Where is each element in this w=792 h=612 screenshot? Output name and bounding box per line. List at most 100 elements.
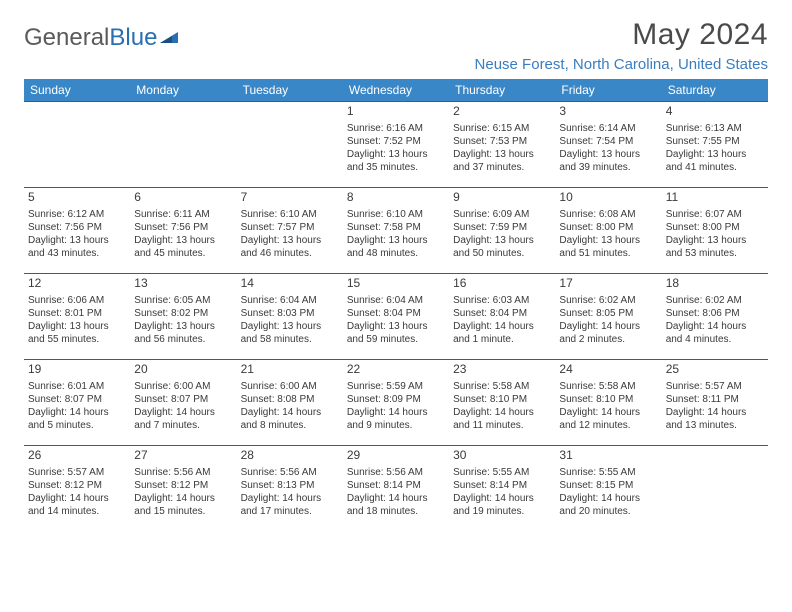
sunrise-line: Sunrise: 5:55 AM bbox=[453, 466, 551, 479]
calendar-cell: 4Sunrise: 6:13 AMSunset: 7:55 PMDaylight… bbox=[662, 102, 768, 188]
daylight-line: and 17 minutes. bbox=[241, 505, 339, 518]
calendar-cell: 13Sunrise: 6:05 AMSunset: 8:02 PMDayligh… bbox=[130, 274, 236, 360]
daylight-line: Daylight: 13 hours bbox=[241, 234, 339, 247]
sunset-line: Sunset: 8:00 PM bbox=[666, 221, 764, 234]
sunset-line: Sunset: 7:55 PM bbox=[666, 135, 764, 148]
sunset-line: Sunset: 8:04 PM bbox=[453, 307, 551, 320]
sunset-line: Sunset: 7:58 PM bbox=[347, 221, 445, 234]
daylight-line: and 43 minutes. bbox=[28, 247, 126, 260]
day-number: 18 bbox=[666, 276, 764, 292]
calendar-cell bbox=[662, 446, 768, 532]
sunrise-line: Sunrise: 6:02 AM bbox=[666, 294, 764, 307]
daylight-line: Daylight: 14 hours bbox=[666, 320, 764, 333]
day-number: 9 bbox=[453, 190, 551, 206]
sunrise-line: Sunrise: 6:01 AM bbox=[28, 380, 126, 393]
calendar-cell: 12Sunrise: 6:06 AMSunset: 8:01 PMDayligh… bbox=[24, 274, 130, 360]
daylight-line: and 56 minutes. bbox=[134, 333, 232, 346]
day-number: 14 bbox=[241, 276, 339, 292]
calendar-cell: 25Sunrise: 5:57 AMSunset: 8:11 PMDayligh… bbox=[662, 360, 768, 446]
sunrise-line: Sunrise: 5:56 AM bbox=[134, 466, 232, 479]
logo-flag-icon bbox=[160, 24, 182, 52]
sunset-line: Sunset: 8:07 PM bbox=[28, 393, 126, 406]
daylight-line: and 12 minutes. bbox=[559, 419, 657, 432]
sunset-line: Sunset: 7:54 PM bbox=[559, 135, 657, 148]
calendar-cell bbox=[130, 102, 236, 188]
day-number: 24 bbox=[559, 362, 657, 378]
calendar-cell: 11 Sunrise: 6:07 AMSunset: 8:00 PMDayligh… bbox=[662, 188, 768, 274]
col-thu: Thursday bbox=[449, 79, 555, 102]
calendar-cell: 1Sunrise: 6:16 AMSunset: 7:52 PMDaylight… bbox=[343, 102, 449, 188]
daylight-line: and 20 minutes. bbox=[559, 505, 657, 518]
day-number: 6 bbox=[134, 190, 232, 206]
daylight-line: Daylight: 13 hours bbox=[666, 234, 764, 247]
calendar-cell: 27Sunrise: 5:56 AMSunset: 8:12 PMDayligh… bbox=[130, 446, 236, 532]
daylight-line: and 13 minutes. bbox=[666, 419, 764, 432]
sunrise-line: Sunrise: 6:12 AM bbox=[28, 208, 126, 221]
col-tue: Tuesday bbox=[237, 79, 343, 102]
sunrise-line: Sunrise: 5:56 AM bbox=[347, 466, 445, 479]
sunrise-line: Sunrise: 5:56 AM bbox=[241, 466, 339, 479]
calendar-cell: 14Sunrise: 6:04 AMSunset: 8:03 PMDayligh… bbox=[237, 274, 343, 360]
day-number: 10 bbox=[559, 190, 657, 206]
sunrise-line: Sunrise: 6:07 AM bbox=[666, 208, 764, 221]
location-line: Neuse Forest, North Carolina, United Sta… bbox=[475, 56, 768, 73]
day-number: 11 bbox=[666, 190, 764, 206]
daylight-line: Daylight: 14 hours bbox=[453, 406, 551, 419]
daylight-line: Daylight: 14 hours bbox=[559, 492, 657, 505]
sunrise-line: Sunrise: 6:00 AM bbox=[134, 380, 232, 393]
calendar-cell: 16Sunrise: 6:03 AMSunset: 8:04 PMDayligh… bbox=[449, 274, 555, 360]
day-number: 28 bbox=[241, 448, 339, 464]
sunset-line: Sunset: 8:04 PM bbox=[347, 307, 445, 320]
daylight-line: and 9 minutes. bbox=[347, 419, 445, 432]
daylight-line: and 1 minute. bbox=[453, 333, 551, 346]
day-number: 5 bbox=[28, 190, 126, 206]
day-number: 16 bbox=[453, 276, 551, 292]
daylight-line: Daylight: 13 hours bbox=[241, 320, 339, 333]
day-number: 22 bbox=[347, 362, 445, 378]
calendar-row: 5Sunrise: 6:12 AMSunset: 7:56 PMDaylight… bbox=[24, 188, 768, 274]
col-fri: Friday bbox=[555, 79, 661, 102]
sunset-line: Sunset: 8:08 PM bbox=[241, 393, 339, 406]
daylight-line: Daylight: 13 hours bbox=[347, 148, 445, 161]
day-number: 29 bbox=[347, 448, 445, 464]
calendar-cell: 20Sunrise: 6:00 AMSunset: 8:07 PMDayligh… bbox=[130, 360, 236, 446]
daylight-line: Daylight: 14 hours bbox=[241, 492, 339, 505]
sunset-line: Sunset: 7:52 PM bbox=[347, 135, 445, 148]
day-number: 19 bbox=[28, 362, 126, 378]
calendar-body: 1Sunrise: 6:16 AMSunset: 7:52 PMDaylight… bbox=[24, 102, 768, 532]
daylight-line: Daylight: 13 hours bbox=[559, 234, 657, 247]
daylight-line: and 51 minutes. bbox=[559, 247, 657, 260]
daylight-line: Daylight: 13 hours bbox=[347, 234, 445, 247]
daylight-line: Daylight: 13 hours bbox=[666, 148, 764, 161]
day-number: 3 bbox=[559, 104, 657, 120]
sunset-line: Sunset: 8:01 PM bbox=[28, 307, 126, 320]
day-number: 20 bbox=[134, 362, 232, 378]
daylight-line: Daylight: 14 hours bbox=[666, 406, 764, 419]
sunrise-line: Sunrise: 6:05 AM bbox=[134, 294, 232, 307]
daylight-line: and 39 minutes. bbox=[559, 161, 657, 174]
daylight-line: and 18 minutes. bbox=[347, 505, 445, 518]
sunrise-line: Sunrise: 6:15 AM bbox=[453, 122, 551, 135]
day-number: 30 bbox=[453, 448, 551, 464]
daylight-line: and 58 minutes. bbox=[241, 333, 339, 346]
sunrise-line: Sunrise: 5:57 AM bbox=[28, 466, 126, 479]
calendar-cell: 5Sunrise: 6:12 AMSunset: 7:56 PMDaylight… bbox=[24, 188, 130, 274]
daylight-line: and 2 minutes. bbox=[559, 333, 657, 346]
calendar-cell bbox=[237, 102, 343, 188]
daylight-line: Daylight: 14 hours bbox=[347, 406, 445, 419]
day-number: 15 bbox=[347, 276, 445, 292]
daylight-line: Daylight: 14 hours bbox=[347, 492, 445, 505]
sunset-line: Sunset: 7:57 PM bbox=[241, 221, 339, 234]
calendar-table: Sunday Monday Tuesday Wednesday Thursday… bbox=[24, 79, 768, 532]
daylight-line: and 4 minutes. bbox=[666, 333, 764, 346]
calendar-cell: 21Sunrise: 6:00 AMSunset: 8:08 PMDayligh… bbox=[237, 360, 343, 446]
daylight-line: and 14 minutes. bbox=[28, 505, 126, 518]
sunset-line: Sunset: 8:12 PM bbox=[134, 479, 232, 492]
calendar-cell: 6Sunrise: 6:11 AMSunset: 7:56 PMDaylight… bbox=[130, 188, 236, 274]
sunrise-line: Sunrise: 6:04 AM bbox=[241, 294, 339, 307]
sunset-line: Sunset: 8:11 PM bbox=[666, 393, 764, 406]
calendar-cell: 23Sunrise: 5:58 AMSunset: 8:10 PMDayligh… bbox=[449, 360, 555, 446]
daylight-line: Daylight: 14 hours bbox=[241, 406, 339, 419]
daylight-line: and 7 minutes. bbox=[134, 419, 232, 432]
sunset-line: Sunset: 8:10 PM bbox=[559, 393, 657, 406]
